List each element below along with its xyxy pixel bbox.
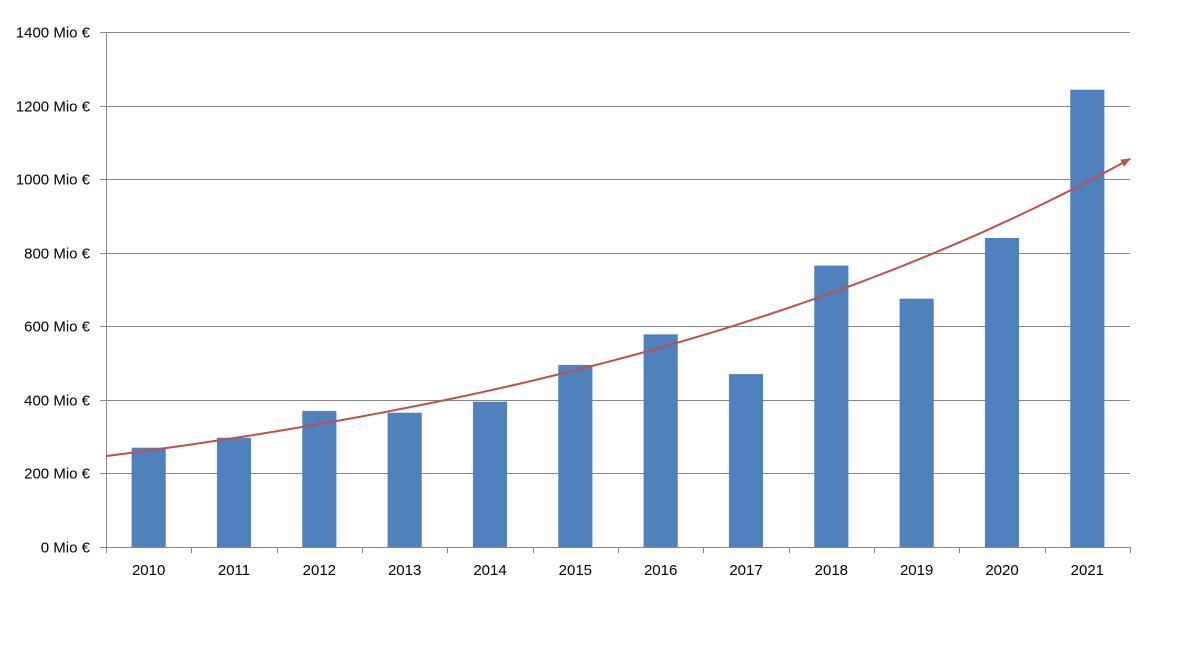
bar [984,238,1020,547]
bar [131,447,166,547]
y-tick-label: 1200 Mio € [16,99,91,116]
bar [558,364,593,547]
x-tick-label: 2011 [218,562,250,579]
y-tick-labels: 0 Mio € 200 Mio € 400 Mio € 600 Mio € 800 Mi… [16,25,91,557]
x-tick-label: 2012 [303,562,336,579]
y-tick-label: 1400 Mio € [16,25,91,42]
bar [472,401,508,547]
bar [216,437,252,547]
x-tick-label: 2015 [559,562,592,579]
x-tick-label: 2021 [1071,562,1104,579]
bar [1070,89,1105,547]
x-tick-label: 2014 [473,562,506,579]
x-tick-label: 2013 [388,562,421,579]
trendline [105,158,1131,458]
x-tick-label: 2017 [729,562,762,579]
x-tick-label: 2010 [132,562,165,579]
bar [899,298,934,547]
gridlines [106,32,1130,474]
y-tick-label: 200 Mio € [24,466,91,483]
bar [387,412,422,547]
bar [302,410,337,547]
bar [728,374,764,547]
x-tick-labels: 2010 2011 2012 2013 2014 2015 2016 2017 2018 2019… [132,562,1104,579]
y-tick-label: 1000 Mio € [16,172,91,189]
y-tick-label: 400 Mio € [24,393,91,410]
y-tick-label: 0 Mio € [41,540,91,557]
axes [100,32,1131,553]
y-tick-label: 800 Mio € [24,246,91,263]
x-tick-label: 2019 [900,562,933,579]
bars [131,89,1105,547]
x-tick-label: 2016 [644,562,677,579]
bar [643,334,678,547]
x-tick-label: 2020 [985,562,1018,579]
trendline-path [105,158,1131,458]
y-tick-label: 600 Mio € [24,319,91,336]
x-tick-label: 2018 [815,562,848,579]
bar [814,265,849,547]
